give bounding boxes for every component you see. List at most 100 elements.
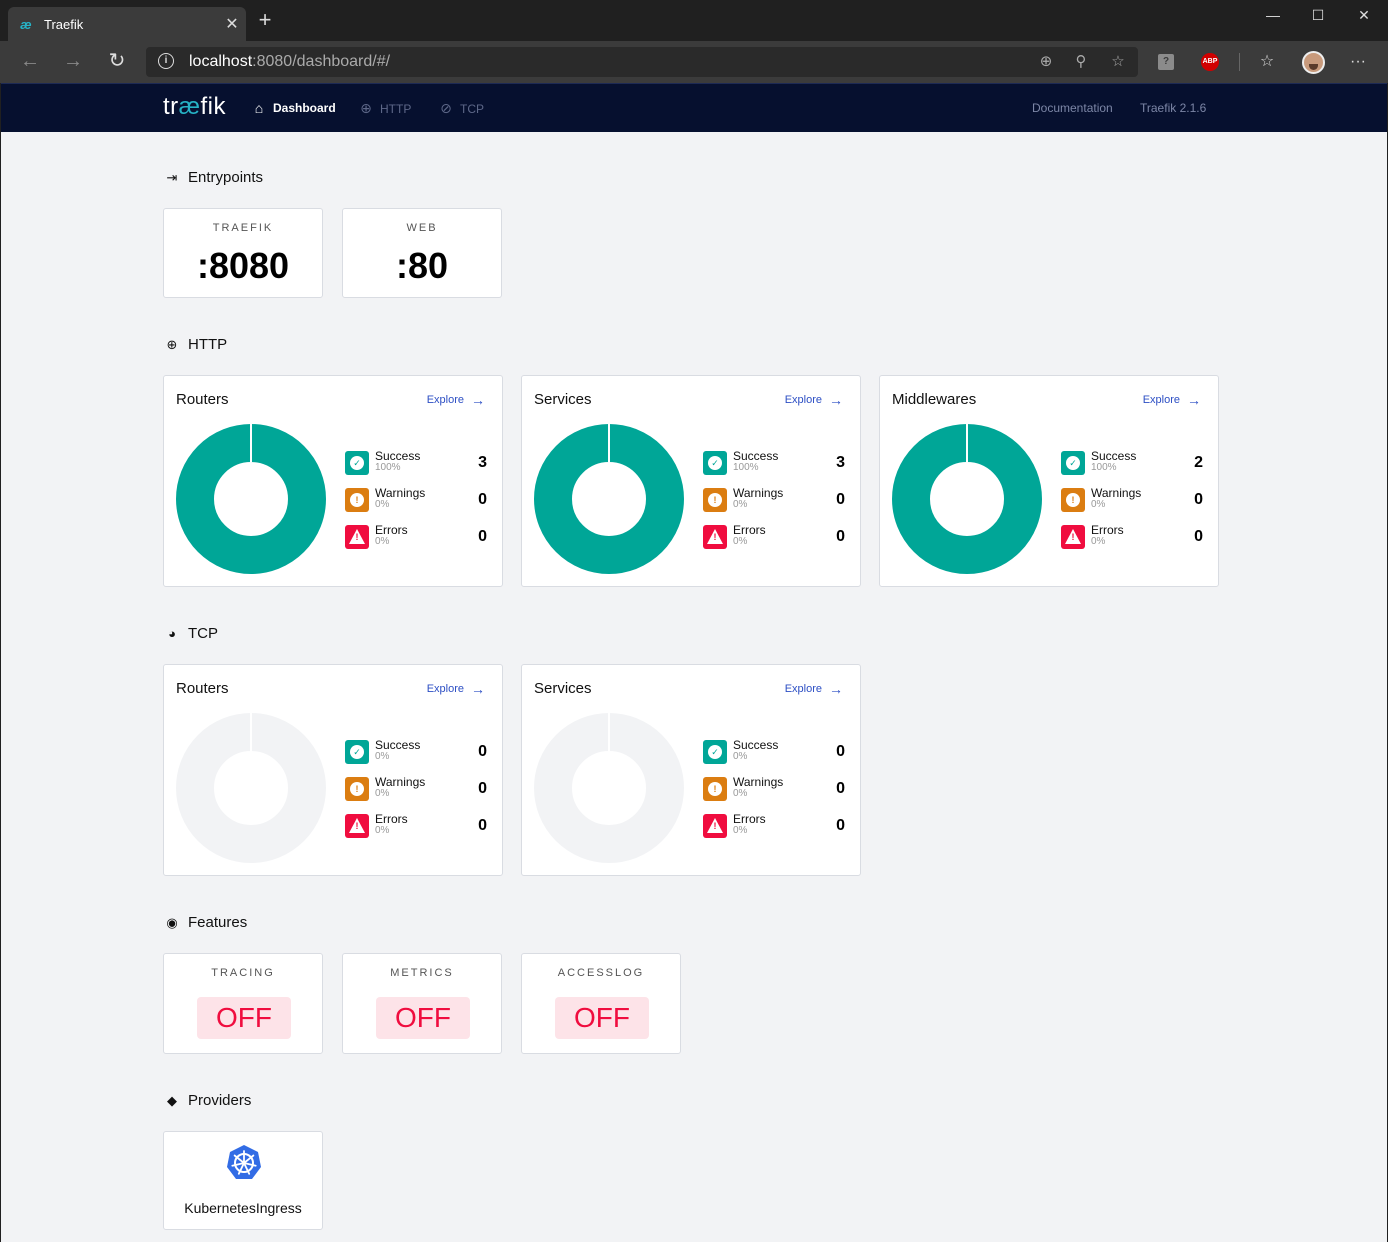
- feature-status-badge: OFF: [197, 997, 291, 1039]
- card-title: Routers: [176, 391, 229, 408]
- warnings-percent: 0%: [1091, 499, 1106, 510]
- entrypoint-port: :80: [395, 245, 449, 286]
- errors-count: 0: [478, 528, 487, 545]
- warnings-count: 0: [1194, 491, 1203, 508]
- back-icon[interactable]: ←: [20, 50, 40, 72]
- help-extension-icon[interactable]: ?: [1158, 54, 1174, 70]
- stat-row-warnings: ! Warnings 0% 0: [345, 486, 487, 513]
- explore-link[interactable]: Explore →: [426, 392, 485, 408]
- maximize-icon[interactable]: ☐: [1311, 7, 1325, 23]
- traefik-logo[interactable]: træfik: [163, 93, 227, 120]
- new-tab-icon[interactable]: +: [258, 7, 272, 32]
- errors-label: Errors: [375, 812, 408, 826]
- feature-label: METRICS: [390, 967, 454, 979]
- arrow-right-icon: →: [829, 392, 843, 408]
- success-count: 2: [1194, 454, 1203, 471]
- errors-count: 0: [836, 528, 845, 545]
- arrow-right-icon: →: [1187, 392, 1201, 408]
- http-heading: ⊕ HTTP: [164, 336, 228, 353]
- url-text[interactable]: localhost:8080/dashboard/#/: [189, 53, 391, 70]
- explore-link[interactable]: Explore →: [426, 681, 485, 697]
- entrypoint-card: WEB :80: [342, 208, 502, 298]
- stat-row-success: ✓ Success 100% 3: [345, 449, 487, 476]
- status-donut-chart: [176, 424, 326, 574]
- success-badge-icon: ✓: [345, 451, 369, 475]
- star-icon[interactable]: ☆: [1111, 53, 1125, 70]
- stat-row-errors: ! Errors 0% 0: [1061, 523, 1203, 550]
- close-window-icon[interactable]: ✕: [1358, 7, 1370, 23]
- zoom-icon[interactable]: ⚲: [1075, 53, 1087, 70]
- entrypoint-label: WEB: [406, 222, 438, 234]
- http-routers-card: Routers Explore → ✓ Success 100% 3 ! War…: [163, 375, 503, 587]
- errors-label: Errors: [1091, 523, 1124, 537]
- more-icon[interactable]: ···: [1350, 53, 1366, 70]
- stat-row-success: ✓ Success 0% 0: [703, 738, 845, 765]
- stat-row-errors: ! Errors 0% 0: [345, 812, 487, 839]
- feature-card-tracing: TRACING OFF: [163, 953, 323, 1054]
- kubernetes-icon: [227, 1145, 261, 1179]
- success-label: Success: [733, 738, 779, 752]
- close-tab-icon[interactable]: ✕: [225, 16, 239, 33]
- sign-in-icon: ⇥: [166, 169, 178, 185]
- warnings-label: Warnings: [1091, 486, 1142, 500]
- warnings-percent: 0%: [733, 499, 748, 510]
- provider-name: KubernetesIngress: [184, 1200, 302, 1216]
- nav-dashboard[interactable]: ⌂ Dashboard: [251, 100, 336, 116]
- stat-row-success: ✓ Success 100% 3: [703, 449, 845, 476]
- nav-version[interactable]: Traefik 2.1.6: [1140, 101, 1207, 115]
- info-icon[interactable]: i: [158, 53, 174, 69]
- explore-link[interactable]: Explore →: [784, 392, 843, 408]
- minimize-icon[interactable]: —: [1266, 7, 1280, 23]
- errors-count: 0: [1194, 528, 1203, 545]
- errors-badge-icon: !: [345, 525, 369, 549]
- errors-percent: 0%: [1091, 536, 1106, 547]
- nav-http[interactable]: ⊕ HTTP: [358, 100, 411, 117]
- page-viewport: træfik ⌂ Dashboard ⊕ HTTP ⊘ TCP Document…: [1, 83, 1387, 1242]
- tcp-heading: ◕ TCP: [164, 625, 218, 642]
- feature-status-badge: OFF: [376, 997, 470, 1039]
- stat-row-errors: ! Errors 0% 0: [703, 523, 845, 550]
- browser-tab[interactable]: æ Traefik ✕: [8, 7, 246, 41]
- feature-card-metrics: METRICS OFF: [342, 953, 502, 1054]
- warnings-count: 0: [478, 491, 487, 508]
- add-icon[interactable]: ⊕: [1039, 53, 1053, 70]
- status-donut-chart: [534, 713, 684, 863]
- warnings-label: Warnings: [733, 486, 784, 500]
- errors-count: 0: [478, 817, 487, 834]
- explore-link[interactable]: Explore →: [784, 681, 843, 697]
- favorites-icon[interactable]: ☆: [1259, 53, 1275, 70]
- nav-documentation[interactable]: Documentation: [1032, 101, 1113, 115]
- browser-tab-strip: æ Traefik ✕ + — ☐ ✕: [0, 0, 1388, 41]
- status-donut-chart: [534, 424, 684, 574]
- forward-icon[interactable]: →: [63, 50, 83, 72]
- warnings-badge-icon: !: [1061, 488, 1085, 512]
- address-bar[interactable]: i localhost:8080/dashboard/#/ ⊕ ⚲ ☆: [146, 47, 1138, 77]
- success-label: Success: [1091, 449, 1137, 463]
- arrow-right-icon: →: [471, 392, 485, 408]
- cube-icon: ◆: [167, 1092, 177, 1108]
- nav-tcp[interactable]: ⊘ TCP: [438, 100, 484, 117]
- stat-row-success: ✓ Success 0% 0: [345, 738, 487, 765]
- success-percent: 0%: [375, 751, 390, 762]
- success-count: 3: [478, 454, 487, 471]
- provider-card: KubernetesIngress: [163, 1131, 323, 1230]
- errors-badge-icon: !: [703, 814, 727, 838]
- success-label: Success: [733, 449, 779, 463]
- stat-row-errors: ! Errors 0% 0: [703, 812, 845, 839]
- card-title: Middlewares: [892, 391, 977, 408]
- adblock-extension-icon[interactable]: ABP: [1201, 53, 1219, 71]
- refresh-icon[interactable]: ↻: [108, 50, 126, 72]
- traefik-favicon-icon: æ: [20, 16, 32, 32]
- success-label: Success: [375, 449, 421, 463]
- errors-label: Errors: [733, 812, 766, 826]
- stat-row-warnings: ! Warnings 0% 0: [703, 486, 845, 513]
- success-percent: 100%: [375, 462, 401, 473]
- success-count: 0: [836, 743, 845, 760]
- tcp-services-card: Services Explore → ✓ Success 0% 0 ! Warn…: [521, 664, 861, 876]
- http-services-card: Services Explore → ✓ Success 100% 3 ! Wa…: [521, 375, 861, 587]
- warnings-percent: 0%: [375, 499, 390, 510]
- warnings-badge-icon: !: [703, 488, 727, 512]
- success-count: 0: [478, 743, 487, 760]
- profile-avatar[interactable]: [1302, 51, 1325, 74]
- explore-link[interactable]: Explore →: [1142, 392, 1201, 408]
